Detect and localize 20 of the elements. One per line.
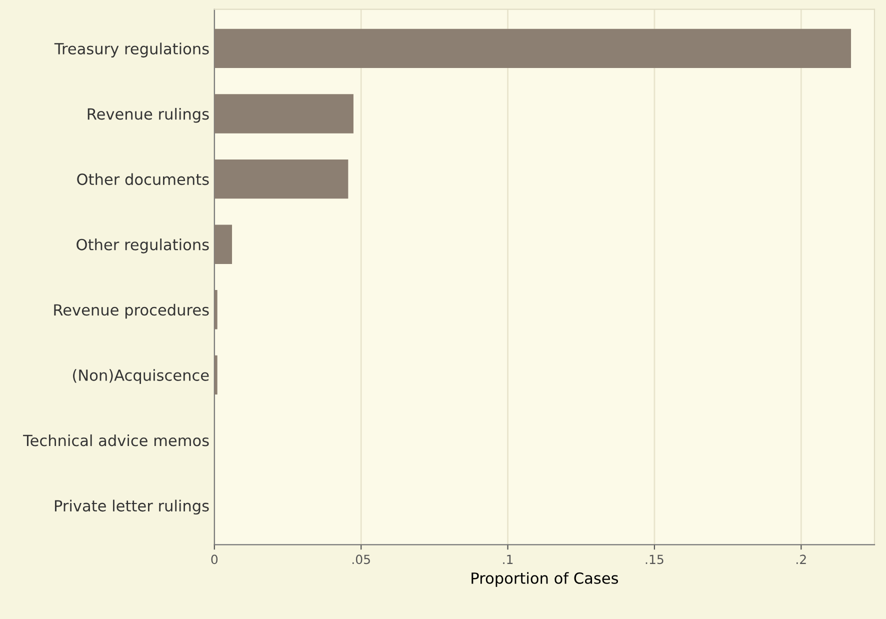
bar [214,290,218,330]
y-tick-label: Other regulations [76,238,209,254]
x-tick-label: .15 [646,554,664,564]
y-tick-label: Treasury regulations [54,42,209,58]
x-tick-label: .05 [352,554,370,564]
y-tick-label: Technical advice memos [23,434,209,446]
y-tick-label: Private letter rulings [54,500,209,515]
x-tick-label: .1 [503,554,513,564]
bar [214,224,232,264]
bar [214,94,354,134]
bar [214,355,218,395]
x-axis-title: Proportion of Cases [472,572,618,587]
y-tick-label: Other documents [77,173,209,186]
x-tick-label: 0 [211,554,218,564]
bar [214,159,348,199]
x-tick-label: .2 [796,554,806,564]
y-tick-label: (Non)Acquiscence [73,369,209,384]
y-tick-label: Revenue procedures [54,304,209,319]
y-tick-label: Revenue rulings [88,108,209,123]
bar [214,28,852,68]
